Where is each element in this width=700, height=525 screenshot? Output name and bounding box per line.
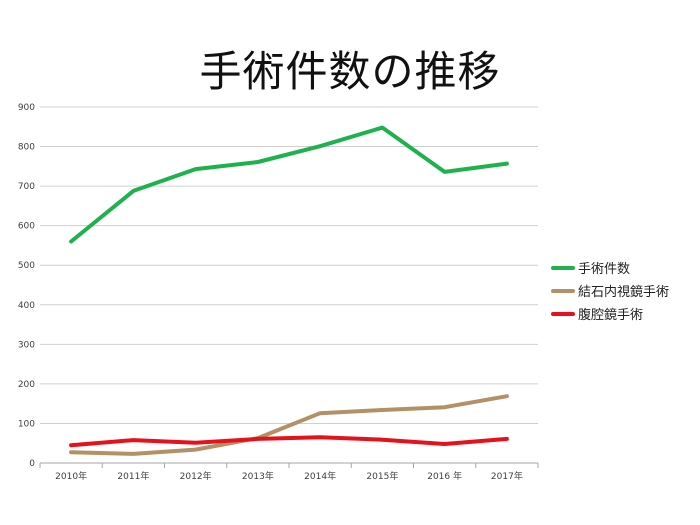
y-tick-label: 600 (18, 222, 35, 232)
y-tick-label: 0 (29, 459, 35, 469)
x-tick-label: 2013年 (242, 470, 274, 482)
y-tick-label: 500 (18, 261, 35, 271)
x-tick-label: 2010年 (55, 470, 87, 482)
y-tick-label: 100 (18, 419, 35, 429)
legend-label: 腹腔鏡手術 (578, 307, 643, 323)
y-axis-ticks: 0 100 200 300 400 500 600 700 800 900 (18, 103, 35, 469)
gridlines (40, 106, 538, 424)
legend-label: 結石内視鏡手術 (578, 284, 669, 300)
x-tick-label: 2015年 (366, 470, 398, 482)
series-lines (69, 125, 509, 456)
legend-label: 手術件数 (578, 262, 630, 277)
x-tick-label: 2016 年 (427, 470, 462, 482)
y-tick-label: 400 (18, 301, 35, 311)
series-line (69, 125, 509, 244)
y-tick-label: 700 (18, 182, 35, 192)
y-tick-label: 900 (18, 103, 35, 113)
x-axis: 2010年 2011年 2012年 2013年 2014年 2015年 2016 年 2017… (39, 462, 539, 482)
x-tick-label: 2017年 (491, 470, 523, 482)
x-tick-label: 2011年 (117, 470, 149, 482)
series-line (69, 435, 509, 448)
x-tick-label: 2014年 (304, 470, 336, 482)
chart-title: 手術件数の推移 (199, 47, 501, 96)
y-tick-label: 800 (18, 143, 35, 153)
y-tick-label: 200 (18, 380, 35, 390)
y-tick-label: 300 (18, 340, 35, 350)
x-tick-label: 2012年 (180, 470, 212, 482)
series-line (69, 394, 509, 456)
